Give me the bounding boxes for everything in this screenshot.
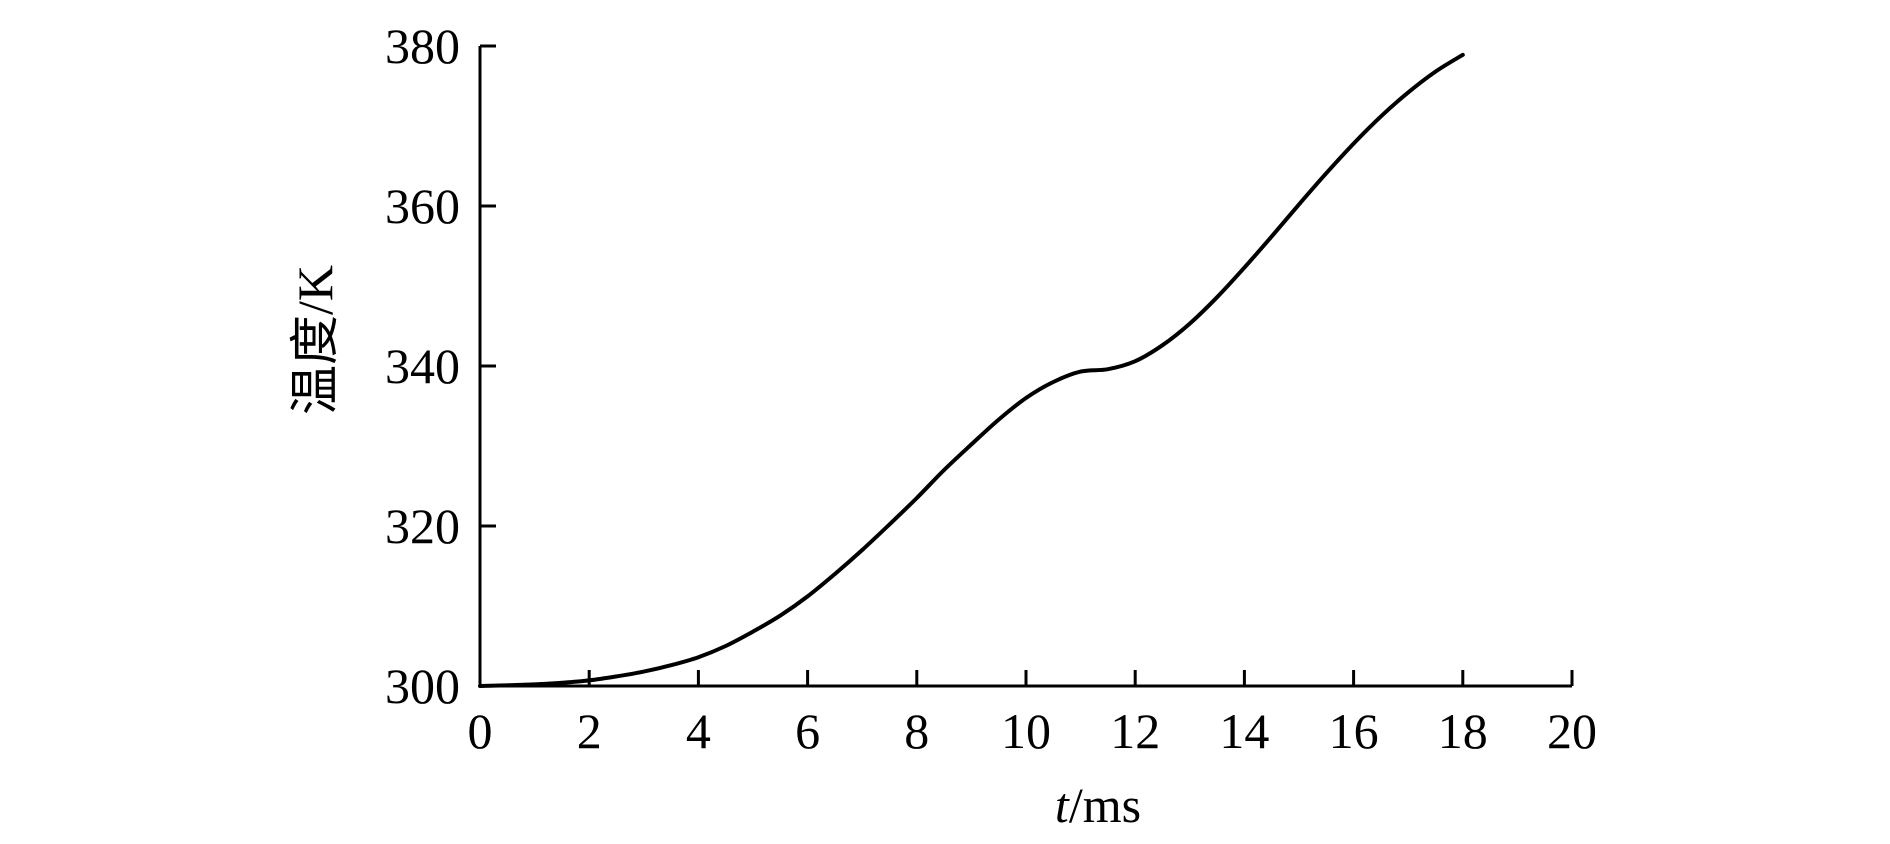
y-ticks: 300 320 340 360 380	[385, 18, 496, 714]
y-tick-label: 320	[385, 498, 460, 554]
y-tick-label: 360	[385, 178, 460, 234]
x-tick-label: 14	[1219, 703, 1269, 759]
y-tick-label: 340	[385, 338, 460, 394]
x-ticks: 0 2 4 6 8 10 12 14 16 18 20	[468, 670, 1597, 759]
x-tick-label: 8	[904, 703, 929, 759]
series-layer	[478, 52, 1465, 688]
x-tick-label: 12	[1110, 703, 1160, 759]
axes	[478, 46, 1572, 688]
x-axis-title-unit: /ms	[1069, 777, 1141, 833]
x-tick-label: 0	[468, 703, 493, 759]
x-tick-label: 20	[1547, 703, 1597, 759]
x-axis-title: t/ms	[1055, 777, 1141, 833]
x-tick-label: 16	[1329, 703, 1379, 759]
x-axis-title-variable: t	[1055, 777, 1070, 833]
x-tick-label: 2	[577, 703, 602, 759]
x-tick-label: 4	[686, 703, 711, 759]
x-tick-label: 10	[1001, 703, 1051, 759]
x-tick-label: 18	[1438, 703, 1488, 759]
x-tick-label: 6	[795, 703, 820, 759]
y-tick-label: 380	[385, 18, 460, 74]
y-axis-title: 温度/K	[287, 265, 343, 415]
y-tick-label: 300	[385, 658, 460, 714]
temperature-series-line	[478, 52, 1465, 688]
